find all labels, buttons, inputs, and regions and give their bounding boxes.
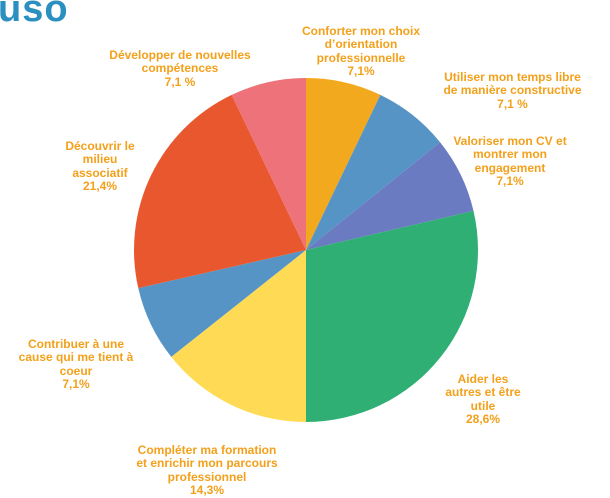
pie-slice-valoriser-cv: [306, 142, 474, 250]
label-conforter: Conforter mon choix d’orientation profes…: [301, 23, 420, 78]
label-temps-libre: Utiliser mon temps libre de manière cons…: [443, 69, 582, 111]
page-title-fragment: uso: [0, 0, 69, 30]
pie-slice-developper: [231, 78, 306, 250]
label-valoriser-cv: Valoriser mon CV et montrer mon engageme…: [453, 133, 567, 188]
pie-chart: [134, 78, 478, 422]
label-contribuer: Contribuer à une cause qui me tient à co…: [18, 336, 134, 391]
pie-slice-conforter: [306, 78, 381, 250]
label-completer: Compléter ma formation et enrichir mon p…: [136, 442, 278, 497]
label-developper: Développer de nouvelles compétences 7,1 %: [109, 47, 251, 89]
pie-slice-aider: [306, 210, 478, 422]
label-decouvrir: Découvrir le milieu associatif 21,4%: [65, 138, 135, 193]
pie-slice-decouvrir: [134, 94, 306, 289]
pie-slice-temps-libre: [306, 94, 441, 250]
pie-slice-contribuer: [138, 250, 306, 357]
label-aider: Aider les autres et être utile 28,6%: [445, 371, 521, 426]
pie-slice-completer: [171, 250, 306, 422]
